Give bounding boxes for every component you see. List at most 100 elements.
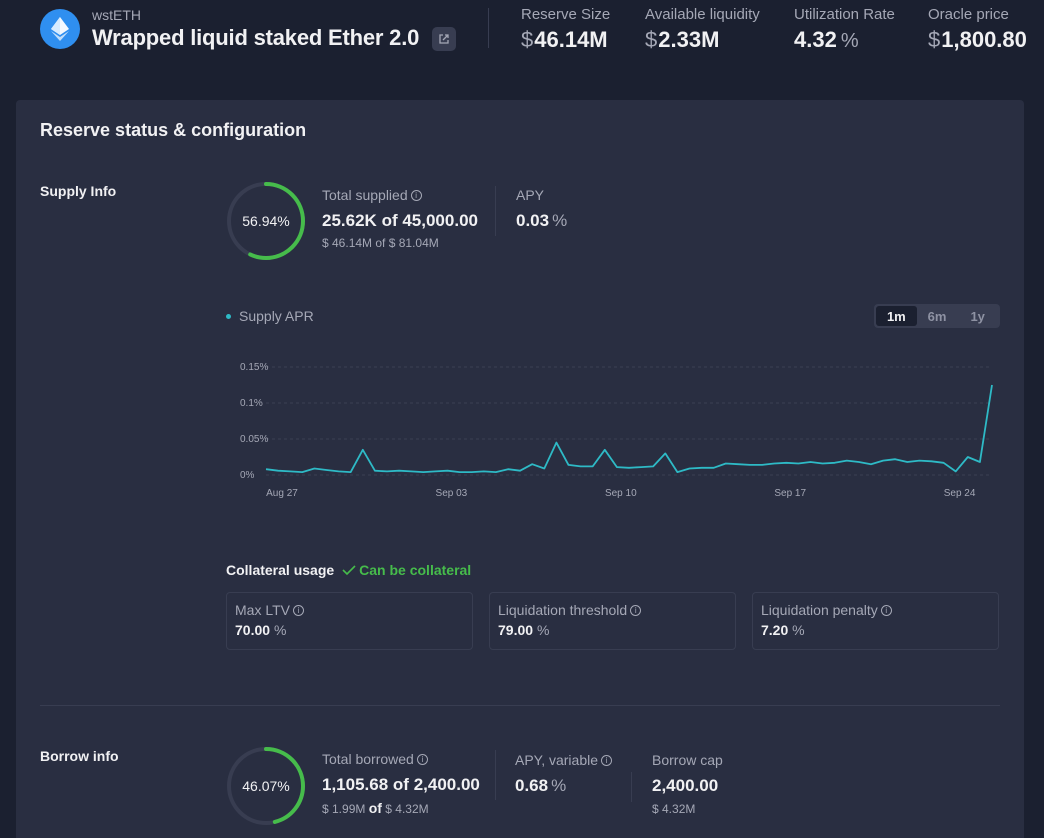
panel-title: Reserve status & configuration — [40, 120, 307, 140]
borrow-cap-label: Borrow cap — [652, 752, 723, 768]
total-supplied-value: 25.62K of 45,000.00 — [322, 211, 478, 231]
liquidation-threshold-label: Liquidation threshold — [498, 602, 628, 618]
of-word: of — [381, 211, 398, 230]
borrow-cap-divider — [631, 772, 632, 802]
borrowed-usd-value: $ 1.99M — [322, 802, 366, 816]
max-ltv-box: Max LTV i 70.00 % — [226, 592, 473, 650]
supply-info-label: Supply Info — [40, 183, 117, 199]
section-divider — [40, 705, 1000, 706]
total-borrowed-value: 1,105.68 of 2,400.00 — [322, 775, 480, 795]
legend-label: Supply APR — [239, 308, 314, 324]
x-tick-label: Aug 27 — [266, 488, 298, 499]
stat-utilization-rate: Utilization Rate 4.32% — [794, 6, 895, 53]
collateral-status-text: Can be collateral — [359, 562, 472, 578]
supply-divider — [495, 186, 496, 236]
supply-apy-value: 0.03% — [516, 211, 567, 231]
of-word: of — [368, 800, 382, 816]
time-range-selector: 1m 6m 1y — [874, 304, 1000, 328]
borrow-cap-usd: $ 4.32M — [385, 802, 429, 816]
range-button-1y[interactable]: 1y — [970, 308, 985, 324]
apy-suffix: % — [551, 776, 567, 795]
supply-ring-percent: 56.94% — [242, 213, 290, 229]
info-icon[interactable]: i — [880, 604, 892, 616]
x-tick-label: Sep 24 — [944, 488, 976, 499]
total-borrowed-label: Total borrowed i — [322, 751, 428, 767]
stat-value: 1,800.80 — [941, 27, 1027, 52]
borrow-apy-value: 0.68% — [515, 776, 566, 796]
reserve-config-panel: Reserve status & configuration Supply In… — [16, 100, 1024, 838]
liquidation-threshold-value: 79.00 — [498, 622, 534, 638]
supplied-amount: 25.62K — [322, 211, 377, 230]
stat-suffix: % — [840, 30, 859, 52]
liquidation-penalty-value: 7.20 — [761, 622, 789, 638]
info-icon[interactable]: i — [410, 189, 422, 201]
max-ltv-label: Max LTV — [235, 602, 290, 618]
legend-dot-icon — [226, 313, 231, 319]
stat-label: Utilization Rate — [794, 6, 895, 23]
supply-apr-chart: 0% 0.05% 0.1% 0.15% Aug 27 Sep 03 Sep 10 Sep 17… — [240, 362, 993, 499]
info-icon[interactable]: i — [601, 754, 613, 766]
apy-suffix: % — [552, 211, 568, 230]
total-supplied-label: Total supplied i — [322, 187, 422, 203]
stat-label: Available liquidity — [645, 6, 760, 23]
borrowed-amount: 1,105.68 — [322, 775, 389, 794]
x-tick-label: Sep 17 — [774, 488, 806, 499]
borrow-cap-amount: 2,400.00 — [413, 775, 480, 794]
y-tick-label: 0.15% — [240, 362, 268, 373]
stat-value: 46.14M — [534, 27, 608, 52]
header-divider — [488, 8, 489, 48]
percent-suffix: % — [536, 622, 550, 638]
stat-currency: $ — [521, 27, 534, 52]
reserve-header: wstETH Wrapped liquid staked Ether 2.0 R… — [0, 0, 1044, 90]
collateral-usage-header: Collateral usage Can be collateral — [226, 562, 471, 578]
stat-reserve-size: Reserve Size $46.14M — [521, 6, 610, 53]
wsteth-logo-icon — [40, 9, 80, 49]
range-button-1m[interactable]: 1m — [876, 306, 917, 326]
stat-label: Oracle price — [928, 6, 1009, 23]
borrow-cap-value: 2,400.00 — [652, 776, 719, 795]
max-ltv-value: 70.00 — [235, 622, 271, 638]
of-word: of — [392, 775, 409, 794]
info-icon[interactable]: i — [416, 753, 428, 765]
borrow-divider — [495, 750, 496, 800]
y-tick-label: 0.05% — [240, 434, 268, 445]
borrow-apy-text: APY, variable — [515, 752, 599, 768]
collateral-status: Can be collateral — [342, 562, 471, 578]
info-icon[interactable]: i — [630, 604, 642, 616]
supply-usage-ring: 56.94% — [225, 180, 307, 262]
borrowed-usd: $ 1.99M of $ 4.32M — [322, 800, 429, 816]
x-tick-label: Sep 03 — [436, 488, 468, 499]
stat-currency: $ — [928, 27, 941, 52]
supplied-usd: $ 46.14M of $ 81.04M — [322, 236, 439, 250]
borrow-usage-ring: 46.07% — [225, 745, 307, 827]
stat-label: Reserve Size — [521, 6, 611, 23]
token-symbol: wstETH — [92, 7, 141, 23]
token-name: Wrapped liquid staked Ether 2.0 — [92, 25, 420, 50]
stat-oracle-price: Oracle price $1,800.80 — [928, 6, 1027, 53]
info-icon[interactable]: i — [292, 604, 304, 616]
x-tick-label: Sep 10 — [605, 488, 637, 499]
supply-cap-amount: 45,000.00 — [402, 211, 478, 230]
y-tick-label: 0.1% — [240, 398, 263, 409]
stat-value: 2.33M — [658, 27, 720, 52]
y-tick-label: 0% — [240, 470, 255, 481]
liquidation-penalty-box: Liquidation penalty i 7.20 % — [752, 592, 999, 650]
borrow-ring-percent: 46.07% — [242, 778, 290, 794]
liquidation-penalty-label: Liquidation penalty — [761, 602, 878, 618]
liquidation-threshold-box: Liquidation threshold i 79.00 % — [489, 592, 736, 650]
supply-apr-series-line — [265, 384, 993, 473]
supply-apy-label: APY — [516, 187, 545, 203]
total-supplied-text: Total supplied — [322, 187, 408, 203]
range-button-6m[interactable]: 6m — [927, 308, 947, 324]
percent-suffix: % — [792, 622, 805, 638]
apy-number: 0.03 — [516, 211, 550, 230]
stat-value: 4.32 — [794, 27, 837, 52]
collateral-usage-label: Collateral usage — [226, 562, 335, 578]
external-link-icon[interactable] — [432, 27, 456, 51]
total-borrowed-text: Total borrowed — [322, 751, 414, 767]
chart-legend: Supply APR — [226, 308, 314, 324]
stat-currency: $ — [645, 27, 658, 52]
borrow-apy-label: APY, variable i — [515, 752, 613, 768]
borrow-info-label: Borrow info — [40, 748, 119, 764]
borrow-apy-number: 0.68 — [515, 776, 549, 795]
